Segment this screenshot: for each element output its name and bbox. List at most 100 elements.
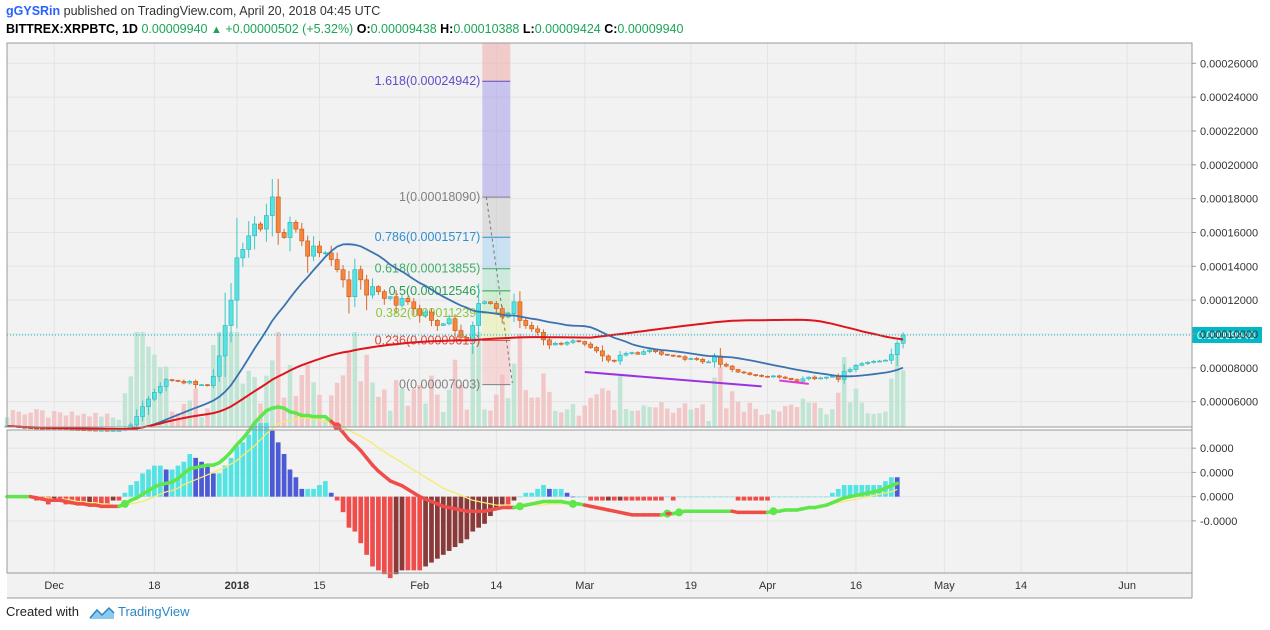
macd-histogram-bar xyxy=(623,496,629,501)
macd-histogram-bar xyxy=(835,488,841,497)
volume-bar xyxy=(46,417,51,427)
candle-body xyxy=(210,375,216,386)
volume-bar xyxy=(222,332,228,427)
volume-bar xyxy=(146,346,151,427)
macd-histogram-bar xyxy=(157,465,163,497)
candle-body xyxy=(806,376,812,380)
candle-body xyxy=(564,342,570,345)
fib-band xyxy=(482,340,511,385)
volume-bar xyxy=(63,415,69,427)
volume-bar xyxy=(275,332,281,427)
macd-histogram-bar xyxy=(505,496,511,505)
volume-bar xyxy=(264,375,269,427)
macd-histogram-bar xyxy=(458,496,464,544)
macd-histogram-bar xyxy=(812,496,818,498)
volume-bar xyxy=(777,411,782,427)
volume-bar xyxy=(505,398,511,427)
candle-body xyxy=(228,299,234,326)
tradingview-link[interactable]: TradingView xyxy=(118,604,190,619)
candle-body xyxy=(252,223,257,237)
macd-histogram-bar xyxy=(193,457,199,497)
price-change: +0.00000502 (+5.32%) xyxy=(225,22,354,36)
volume-bar xyxy=(788,404,794,427)
macd-histogram-bar xyxy=(794,496,800,498)
volume-bar xyxy=(841,357,847,427)
fib-level-label: 0(0.00007003) xyxy=(399,378,480,392)
macd-histogram-bar xyxy=(741,496,747,501)
candle-body xyxy=(605,355,611,361)
price-tick-label: 0.00018000 xyxy=(1200,194,1258,206)
volume-bar xyxy=(423,403,428,427)
volume-bar xyxy=(246,370,251,427)
candle-body xyxy=(493,303,499,309)
volume-bar xyxy=(140,332,145,427)
volume-bar xyxy=(299,375,305,427)
candle-body xyxy=(847,369,853,372)
macd-histogram-bar xyxy=(393,496,399,575)
fib-level-label: 1.618(0.00024942) xyxy=(375,74,481,88)
macd-histogram-bar xyxy=(635,496,641,501)
macd-histogram-bar xyxy=(511,496,517,501)
macd-histogram-bar xyxy=(600,496,605,501)
candle-body xyxy=(488,301,493,304)
macd-histogram-bar xyxy=(723,496,729,498)
candle-body xyxy=(659,351,664,355)
moving-average-line xyxy=(6,318,904,430)
volume-bar xyxy=(818,407,823,427)
macd-histogram-bar xyxy=(134,481,140,497)
macd-histogram-bar xyxy=(299,488,305,497)
macd-histogram-bar xyxy=(523,492,529,497)
macd-histogram-bar xyxy=(894,477,900,497)
macd-histogram-bar xyxy=(146,469,151,497)
volume-bar xyxy=(482,409,487,427)
author-link[interactable]: gGYSRin xyxy=(6,4,61,18)
candle-body xyxy=(788,377,794,380)
macd-histogram-bar xyxy=(659,496,664,501)
candle-body xyxy=(541,331,546,341)
volume-bar xyxy=(28,412,33,427)
macd-histogram-bar xyxy=(617,496,623,501)
macd-histogram-bar xyxy=(664,496,670,498)
macd-histogram-bar xyxy=(594,496,599,501)
macd-histogram-bar xyxy=(187,453,193,497)
macd-histogram-bar xyxy=(718,496,723,498)
macd-histogram-bar xyxy=(670,496,676,501)
candle-body xyxy=(340,269,346,281)
candle-body xyxy=(364,279,369,296)
volume-bar xyxy=(399,388,405,427)
price-tick-label: 0.00022000 xyxy=(1200,126,1258,138)
time-tick-label: 2018 xyxy=(225,580,249,592)
candle-body xyxy=(782,376,788,379)
macd-histogram-bar xyxy=(405,496,411,571)
volume-bar xyxy=(228,332,234,427)
macd-tick-label: 0.0000 xyxy=(1200,443,1234,455)
time-tick-label: Jun xyxy=(1118,580,1136,592)
candle-body xyxy=(187,381,193,384)
volume-bar xyxy=(16,411,22,427)
macd-histogram-bar xyxy=(305,488,311,497)
macd-histogram-bar xyxy=(152,465,157,497)
volume-bar xyxy=(653,407,658,427)
candle-body xyxy=(322,252,328,255)
macd-histogram-bar xyxy=(240,442,246,497)
candle-body xyxy=(865,362,871,364)
volume-bar xyxy=(51,410,57,427)
fib-band xyxy=(482,268,511,291)
price-tick-label: 0.00016000 xyxy=(1200,227,1258,239)
macd-histogram-bar xyxy=(771,496,776,498)
macd-histogram-bar xyxy=(753,496,759,501)
candle-body xyxy=(317,245,322,254)
volume-bar xyxy=(458,384,464,427)
macd-histogram-bar xyxy=(110,496,116,501)
candle-body xyxy=(157,386,163,393)
volume-bar xyxy=(187,400,193,427)
price-axis: 0.00006000 0.00008000 0.00010000 0.00012000… xyxy=(1192,58,1258,409)
macd-histogram-bar xyxy=(246,434,252,497)
candle-body xyxy=(116,430,122,432)
candle-body xyxy=(523,320,529,326)
volume-bar xyxy=(340,375,346,427)
volume-bar xyxy=(558,412,564,427)
volume-bar xyxy=(836,392,841,427)
macd-histogram-bar xyxy=(865,485,871,497)
